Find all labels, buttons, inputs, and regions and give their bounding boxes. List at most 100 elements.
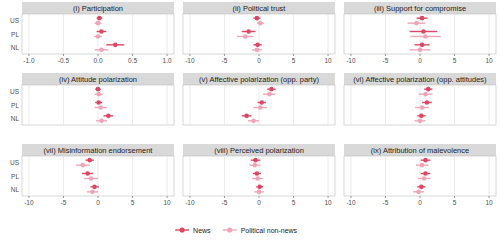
tick-mark: [167, 54, 168, 56]
point: [81, 163, 86, 168]
marks: [408, 16, 441, 52]
tick-label: -5: [383, 199, 389, 206]
point: [96, 92, 101, 97]
point: [269, 87, 274, 92]
point: [85, 171, 90, 176]
panel-title: (vii) Misinformation endorsement: [44, 146, 154, 155]
strip: [183, 144, 335, 156]
point: [423, 158, 428, 163]
grid-line: [189, 85, 190, 125]
grid-line: [489, 156, 490, 196]
point: [418, 48, 423, 53]
panel: (ii) Political trust-10-50510: [183, 2, 335, 64]
panel-title: (vi) Affective polarization (opp. attitu…: [353, 75, 487, 84]
point: [255, 16, 260, 21]
legend-label: Political non-news: [241, 227, 298, 234]
tick-mark: [28, 196, 29, 198]
panel: (viii) Perceived polarization-10-50510: [183, 144, 335, 206]
point: [420, 16, 425, 21]
plot-area: [22, 14, 174, 54]
point: [255, 43, 260, 48]
grid-line: [454, 14, 455, 54]
category-label: US: [10, 159, 20, 166]
point: [419, 114, 424, 119]
category-label: NL: [11, 115, 20, 122]
panel-title: (ix) Attribution of malevolence: [371, 146, 469, 155]
category-label: PL: [11, 31, 19, 38]
plot-area: [183, 85, 335, 125]
point: [99, 119, 104, 124]
point: [425, 100, 430, 105]
tick-label: -10: [346, 57, 356, 64]
tick-label: 10: [163, 199, 171, 206]
grid-line: [293, 156, 294, 196]
tick-label: 1.0: [163, 57, 172, 64]
tick-label: 5: [292, 199, 296, 206]
tick-label: -10: [24, 199, 34, 206]
tick-mark: [189, 54, 190, 56]
strip: [183, 2, 335, 14]
tick-label: -1.0: [23, 57, 35, 64]
point: [96, 87, 101, 92]
point: [243, 34, 248, 39]
plot-area: [183, 156, 335, 196]
tick-label: 0: [96, 199, 100, 206]
grid-line: [189, 156, 190, 196]
point: [253, 158, 258, 163]
panel-title: (iii) Support for compromise: [374, 4, 466, 13]
point: [421, 29, 426, 34]
tick-mark: [132, 54, 133, 56]
grid-line: [167, 85, 168, 125]
grid-line: [259, 85, 260, 125]
strip: [22, 73, 174, 85]
point: [113, 43, 118, 48]
category-label: US: [10, 88, 20, 95]
plot-area: [22, 85, 174, 125]
point: [419, 185, 424, 190]
grid-line: [28, 156, 29, 196]
tick-label: -5: [222, 57, 228, 64]
strip: [183, 73, 335, 85]
point: [251, 119, 256, 124]
tick-mark: [328, 54, 329, 56]
tick-mark: [189, 196, 190, 198]
grid-line: [385, 14, 386, 54]
tick-label: 0: [418, 57, 422, 64]
marks: [237, 16, 264, 52]
panel: (i) Participation-1.0-0.50.00.51.0USPLNL: [10, 2, 174, 64]
point: [257, 190, 262, 195]
category-label: NL: [11, 186, 20, 193]
figure: (i) Participation-1.0-0.50.00.51.0USPLNL…: [0, 0, 500, 240]
grid-line: [385, 156, 386, 196]
legend-key: [227, 227, 232, 232]
grid-line: [293, 85, 294, 125]
category-label: PL: [11, 102, 19, 109]
tick-mark: [167, 196, 168, 198]
grid-line: [489, 14, 490, 54]
point: [258, 21, 263, 26]
point: [420, 105, 425, 110]
tick-label: 0.0: [93, 57, 102, 64]
strip: [344, 2, 496, 14]
strip: [344, 144, 496, 156]
point: [418, 119, 423, 124]
marks: [414, 87, 432, 123]
grid-line: [350, 85, 351, 125]
marks: [413, 158, 430, 194]
panel: (v) Affective polarization (opp. party): [183, 73, 335, 125]
grid-line: [132, 156, 133, 196]
legend-label: News: [193, 227, 211, 234]
tick-label: 10: [485, 57, 493, 64]
marks: [242, 87, 276, 123]
tick-label: -10: [346, 199, 356, 206]
point: [99, 48, 104, 53]
tick-mark: [98, 196, 99, 198]
marks: [249, 158, 264, 194]
strip: [22, 2, 174, 14]
point: [420, 43, 425, 48]
point: [99, 29, 104, 34]
plot-area: [344, 85, 496, 125]
point: [97, 16, 102, 21]
point: [89, 176, 94, 181]
point: [258, 105, 263, 110]
